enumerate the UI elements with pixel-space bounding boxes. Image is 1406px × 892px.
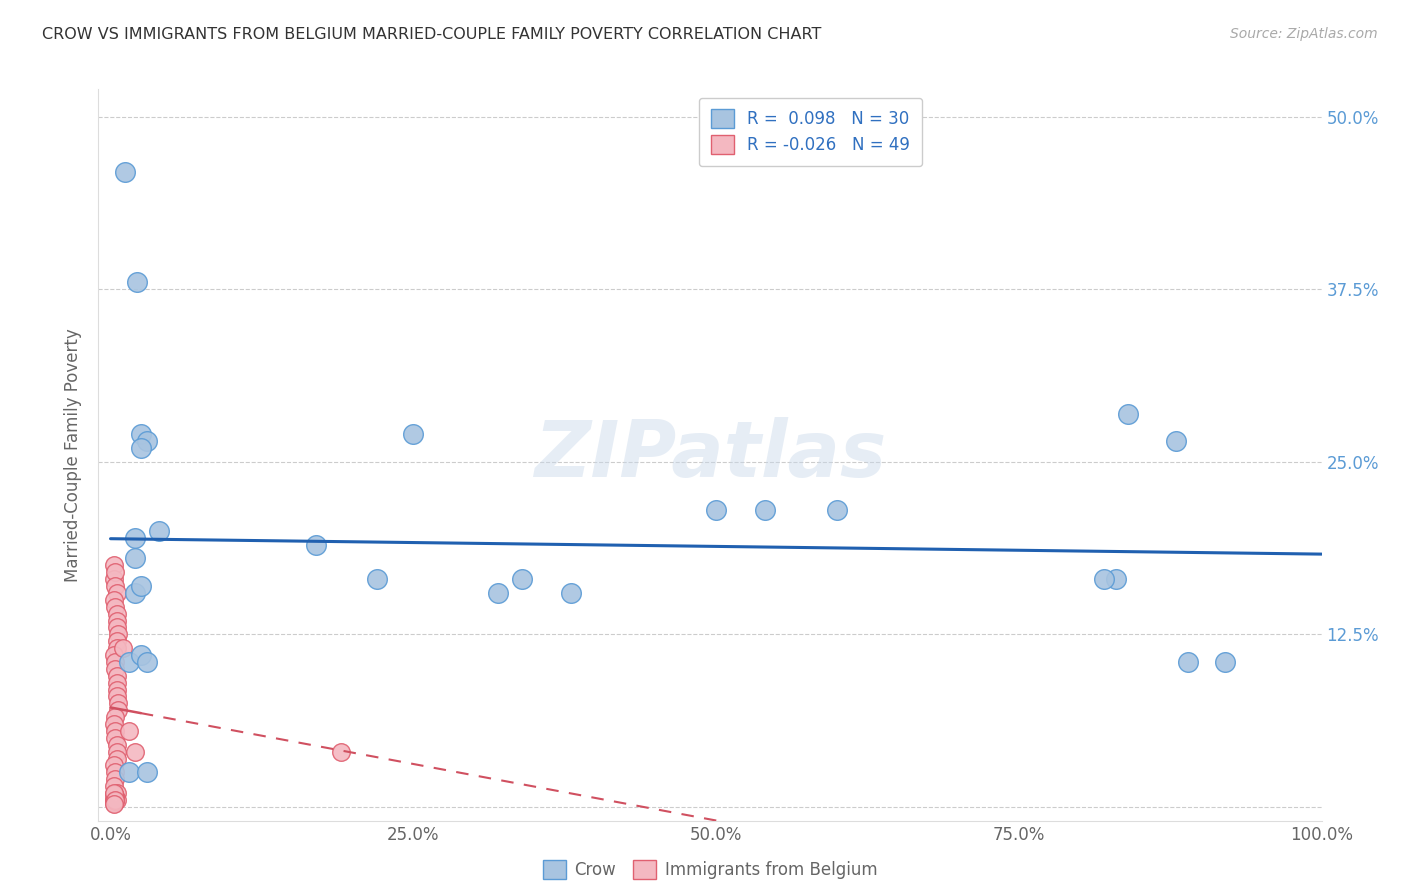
Point (104, 662, 127, 676)
Point (124, 745, 146, 759)
Point (105, 614, 128, 628)
Point (104, 793, 127, 807)
Point (129, 648, 152, 662)
Point (305, 538, 328, 552)
Point (105, 745, 128, 759)
Point (129, 427, 152, 442)
Point (105, 793, 128, 807)
Point (104, 772, 127, 787)
Point (105, 607, 128, 621)
Point (135, 765, 157, 780)
Point (1116, 407, 1139, 421)
Point (129, 579, 152, 593)
Point (111, 641, 134, 656)
Point (103, 572, 125, 586)
Point (105, 682, 128, 697)
Point (104, 790, 127, 805)
Point (329, 745, 352, 759)
Point (486, 586, 509, 600)
Point (105, 690, 128, 704)
Point (104, 765, 127, 780)
Point (127, 276, 149, 290)
Point (103, 786, 125, 800)
Point (825, 503, 848, 517)
Point (103, 796, 125, 810)
Point (105, 675, 128, 690)
Point (104, 655, 127, 669)
Point (105, 634, 128, 648)
Point (103, 558, 125, 573)
Point (1177, 655, 1199, 669)
Point (402, 427, 425, 442)
Point (129, 441, 152, 455)
Point (103, 758, 125, 772)
Point (103, 779, 125, 793)
Point (124, 531, 146, 545)
Point (104, 723, 127, 738)
Point (105, 586, 128, 600)
Point (135, 655, 157, 669)
Text: ZIPatlas: ZIPatlas (534, 417, 886, 493)
Point (105, 751, 128, 765)
Point (104, 794, 127, 808)
Text: Source: ZipAtlas.com: Source: ZipAtlas.com (1230, 27, 1378, 41)
Point (104, 710, 127, 724)
Point (105, 620, 128, 634)
Point (107, 703, 129, 717)
Point (124, 551, 146, 566)
Point (107, 627, 129, 641)
Text: CROW VS IMMIGRANTS FROM BELGIUM MARRIED-COUPLE FAMILY POVERTY CORRELATION CHART: CROW VS IMMIGRANTS FROM BELGIUM MARRIED-… (42, 27, 821, 42)
Point (105, 738, 128, 752)
Point (366, 572, 388, 586)
Point (105, 786, 128, 800)
Point (103, 648, 125, 662)
Point (103, 797, 125, 811)
Point (135, 434, 157, 449)
Point (1105, 572, 1128, 586)
Point (510, 572, 533, 586)
Point (114, 165, 136, 179)
Point (107, 696, 129, 710)
Point (105, 669, 128, 683)
Point (118, 655, 141, 669)
Point (103, 717, 125, 731)
Legend: Crow, Immigrants from Belgium: Crow, Immigrants from Belgium (536, 853, 884, 886)
Point (148, 524, 170, 538)
Point (124, 586, 146, 600)
Point (104, 599, 127, 614)
Point (104, 566, 127, 580)
Point (754, 503, 776, 517)
Point (104, 579, 127, 593)
Point (118, 723, 141, 738)
Point (560, 586, 582, 600)
Point (103, 788, 125, 802)
Point (104, 731, 127, 745)
Point (1213, 655, 1236, 669)
Y-axis label: Married-Couple Family Poverty: Married-Couple Family Poverty (65, 328, 83, 582)
Point (103, 592, 125, 607)
Point (103, 793, 125, 807)
Point (704, 503, 727, 517)
Point (1166, 434, 1188, 449)
Point (105, 641, 128, 656)
Point (118, 765, 141, 780)
Point (1092, 572, 1115, 586)
Point (104, 789, 127, 803)
Point (103, 791, 125, 805)
